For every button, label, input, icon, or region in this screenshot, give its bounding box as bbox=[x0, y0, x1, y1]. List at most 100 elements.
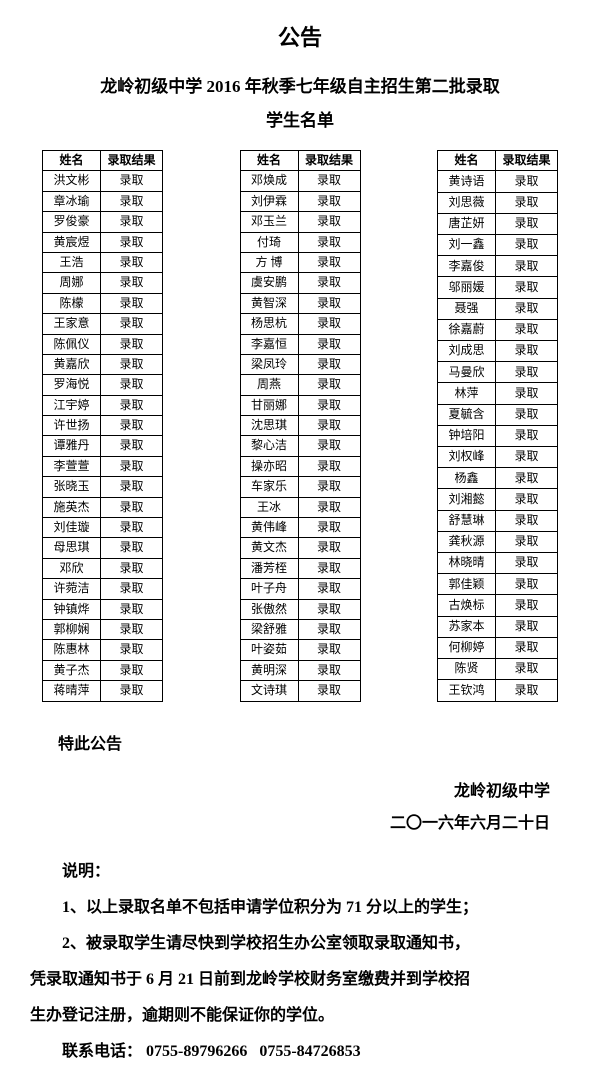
student-name-cell: 刘成思 bbox=[438, 341, 496, 362]
student-name-cell: 林萍 bbox=[438, 383, 496, 404]
admission-result-cell: 录取 bbox=[496, 298, 558, 319]
table-row: 李萱萱录取 bbox=[43, 456, 163, 476]
admission-result-cell: 录取 bbox=[101, 497, 163, 517]
student-name-cell: 罗俊豪 bbox=[43, 212, 101, 232]
admission-result-cell: 录取 bbox=[298, 314, 360, 334]
admission-result-cell: 录取 bbox=[298, 171, 360, 191]
table-row: 蒋晴萍录取 bbox=[43, 681, 163, 701]
student-name-cell: 许菀洁 bbox=[43, 579, 101, 599]
table-row: 刘湘懿录取 bbox=[438, 489, 558, 510]
admission-result-cell: 录取 bbox=[101, 273, 163, 293]
table-row: 许世扬录取 bbox=[43, 416, 163, 436]
student-name-cell: 周娜 bbox=[43, 273, 101, 293]
announcement-title: 公告 bbox=[30, 20, 570, 52]
admission-result-cell: 录取 bbox=[298, 456, 360, 476]
student-name-cell: 林晓晴 bbox=[438, 553, 496, 574]
admission-result-cell: 录取 bbox=[298, 354, 360, 374]
student-name-cell: 洪文彬 bbox=[43, 171, 101, 191]
student-name-cell: 张傲然 bbox=[240, 599, 298, 619]
student-name-cell: 陈佩仪 bbox=[43, 334, 101, 354]
signature-date: 二〇一六年六月二十日 bbox=[30, 808, 550, 840]
admission-result-cell: 录取 bbox=[496, 637, 558, 658]
table-row: 叶子舟录取 bbox=[240, 579, 360, 599]
admission-result-cell: 录取 bbox=[298, 416, 360, 436]
student-name-cell: 方 博 bbox=[240, 252, 298, 272]
table-row: 江宇婷录取 bbox=[43, 395, 163, 415]
student-name-cell: 邓玉兰 bbox=[240, 212, 298, 232]
admission-result-cell: 录取 bbox=[101, 171, 163, 191]
student-name-cell: 聂强 bbox=[438, 298, 496, 319]
note-2c: 生办登记注册，逾期则不能保证你的学位。 bbox=[30, 1000, 570, 1032]
student-name-cell: 黄文杰 bbox=[240, 538, 298, 558]
student-name-cell: 杨鑫 bbox=[438, 468, 496, 489]
table-row: 甘丽娜录取 bbox=[240, 395, 360, 415]
admission-result-cell: 录取 bbox=[298, 436, 360, 456]
table-row: 李嘉恒录取 bbox=[240, 334, 360, 354]
student-name-cell: 王家意 bbox=[43, 314, 101, 334]
student-name-cell: 黄诗语 bbox=[438, 171, 496, 192]
admission-result-cell: 录取 bbox=[496, 319, 558, 340]
admission-result-cell: 录取 bbox=[298, 579, 360, 599]
table-row: 古焕标录取 bbox=[438, 595, 558, 616]
student-name-cell: 张晓玉 bbox=[43, 477, 101, 497]
table-row: 何柳婷录取 bbox=[438, 637, 558, 658]
admission-result-cell: 录取 bbox=[101, 293, 163, 313]
col-header-name: 姓名 bbox=[240, 151, 298, 171]
table-row: 刘一鑫录取 bbox=[438, 235, 558, 256]
table-row: 李嘉俊录取 bbox=[438, 256, 558, 277]
student-name-cell: 车家乐 bbox=[240, 477, 298, 497]
student-name-cell: 郭佳颖 bbox=[438, 574, 496, 595]
admission-result-cell: 录取 bbox=[298, 681, 360, 701]
table-row: 洪文彬录取 bbox=[43, 171, 163, 191]
admission-result-cell: 录取 bbox=[101, 579, 163, 599]
table-row: 徐嘉蔚录取 bbox=[438, 319, 558, 340]
student-name-cell: 王浩 bbox=[43, 252, 101, 272]
admission-result-cell: 录取 bbox=[298, 334, 360, 354]
admission-result-cell: 录取 bbox=[496, 425, 558, 446]
table-row: 车家乐录取 bbox=[240, 477, 360, 497]
table-row: 邓焕成录取 bbox=[240, 171, 360, 191]
admission-result-cell: 录取 bbox=[298, 273, 360, 293]
student-name-cell: 施英杰 bbox=[43, 497, 101, 517]
admission-result-cell: 录取 bbox=[496, 171, 558, 192]
student-name-cell: 郭柳娴 bbox=[43, 619, 101, 639]
admission-result-cell: 录取 bbox=[101, 477, 163, 497]
admission-result-cell: 录取 bbox=[101, 681, 163, 701]
col-header-name: 姓名 bbox=[438, 151, 496, 171]
table-row: 黄宸煜录取 bbox=[43, 232, 163, 252]
admission-result-cell: 录取 bbox=[496, 510, 558, 531]
table-row: 许菀洁录取 bbox=[43, 579, 163, 599]
table-row: 章冰瑜录取 bbox=[43, 191, 163, 211]
table-row: 刘权峰录取 bbox=[438, 447, 558, 468]
admission-result-cell: 录取 bbox=[298, 212, 360, 232]
table-row: 邓玉兰录取 bbox=[240, 212, 360, 232]
student-name-cell: 操亦昭 bbox=[240, 456, 298, 476]
table-row: 杨思杭录取 bbox=[240, 314, 360, 334]
admission-result-cell: 录取 bbox=[298, 660, 360, 680]
table-row: 梁舒雅录取 bbox=[240, 619, 360, 639]
admission-result-cell: 录取 bbox=[496, 235, 558, 256]
table-row: 张晓玉录取 bbox=[43, 477, 163, 497]
admission-tables-row: 姓名录取结果洪文彬录取章冰瑜录取罗俊豪录取黄宸煜录取王浩录取周娜录取陈檬录取王家… bbox=[30, 150, 570, 702]
table-row: 谭雅丹录取 bbox=[43, 436, 163, 456]
student-name-cell: 文诗琪 bbox=[240, 681, 298, 701]
contact-label: 联系电话： bbox=[62, 1043, 142, 1060]
table-row: 郭柳娴录取 bbox=[43, 619, 163, 639]
table-row: 方 博录取 bbox=[240, 252, 360, 272]
table-row: 黄智深录取 bbox=[240, 293, 360, 313]
admission-result-cell: 录取 bbox=[298, 375, 360, 395]
table-row: 龚秋源录取 bbox=[438, 531, 558, 552]
admission-result-cell: 录取 bbox=[101, 599, 163, 619]
document-page: 公告 龙岭初级中学 2016 年秋季七年级自主招生第二批录取 学生名单 姓名录取… bbox=[0, 0, 600, 1092]
student-name-cell: 舒慧琳 bbox=[438, 510, 496, 531]
student-name-cell: 虞安鹏 bbox=[240, 273, 298, 293]
admission-result-cell: 录取 bbox=[298, 293, 360, 313]
table-row: 黄明深录取 bbox=[240, 660, 360, 680]
table-row: 施英杰录取 bbox=[43, 497, 163, 517]
table-row: 王浩录取 bbox=[43, 252, 163, 272]
table-row: 刘思薇录取 bbox=[438, 192, 558, 213]
table-row: 杨鑫录取 bbox=[438, 468, 558, 489]
student-name-cell: 黄明深 bbox=[240, 660, 298, 680]
table-row: 王家意录取 bbox=[43, 314, 163, 334]
student-name-cell: 唐芷妍 bbox=[438, 213, 496, 234]
